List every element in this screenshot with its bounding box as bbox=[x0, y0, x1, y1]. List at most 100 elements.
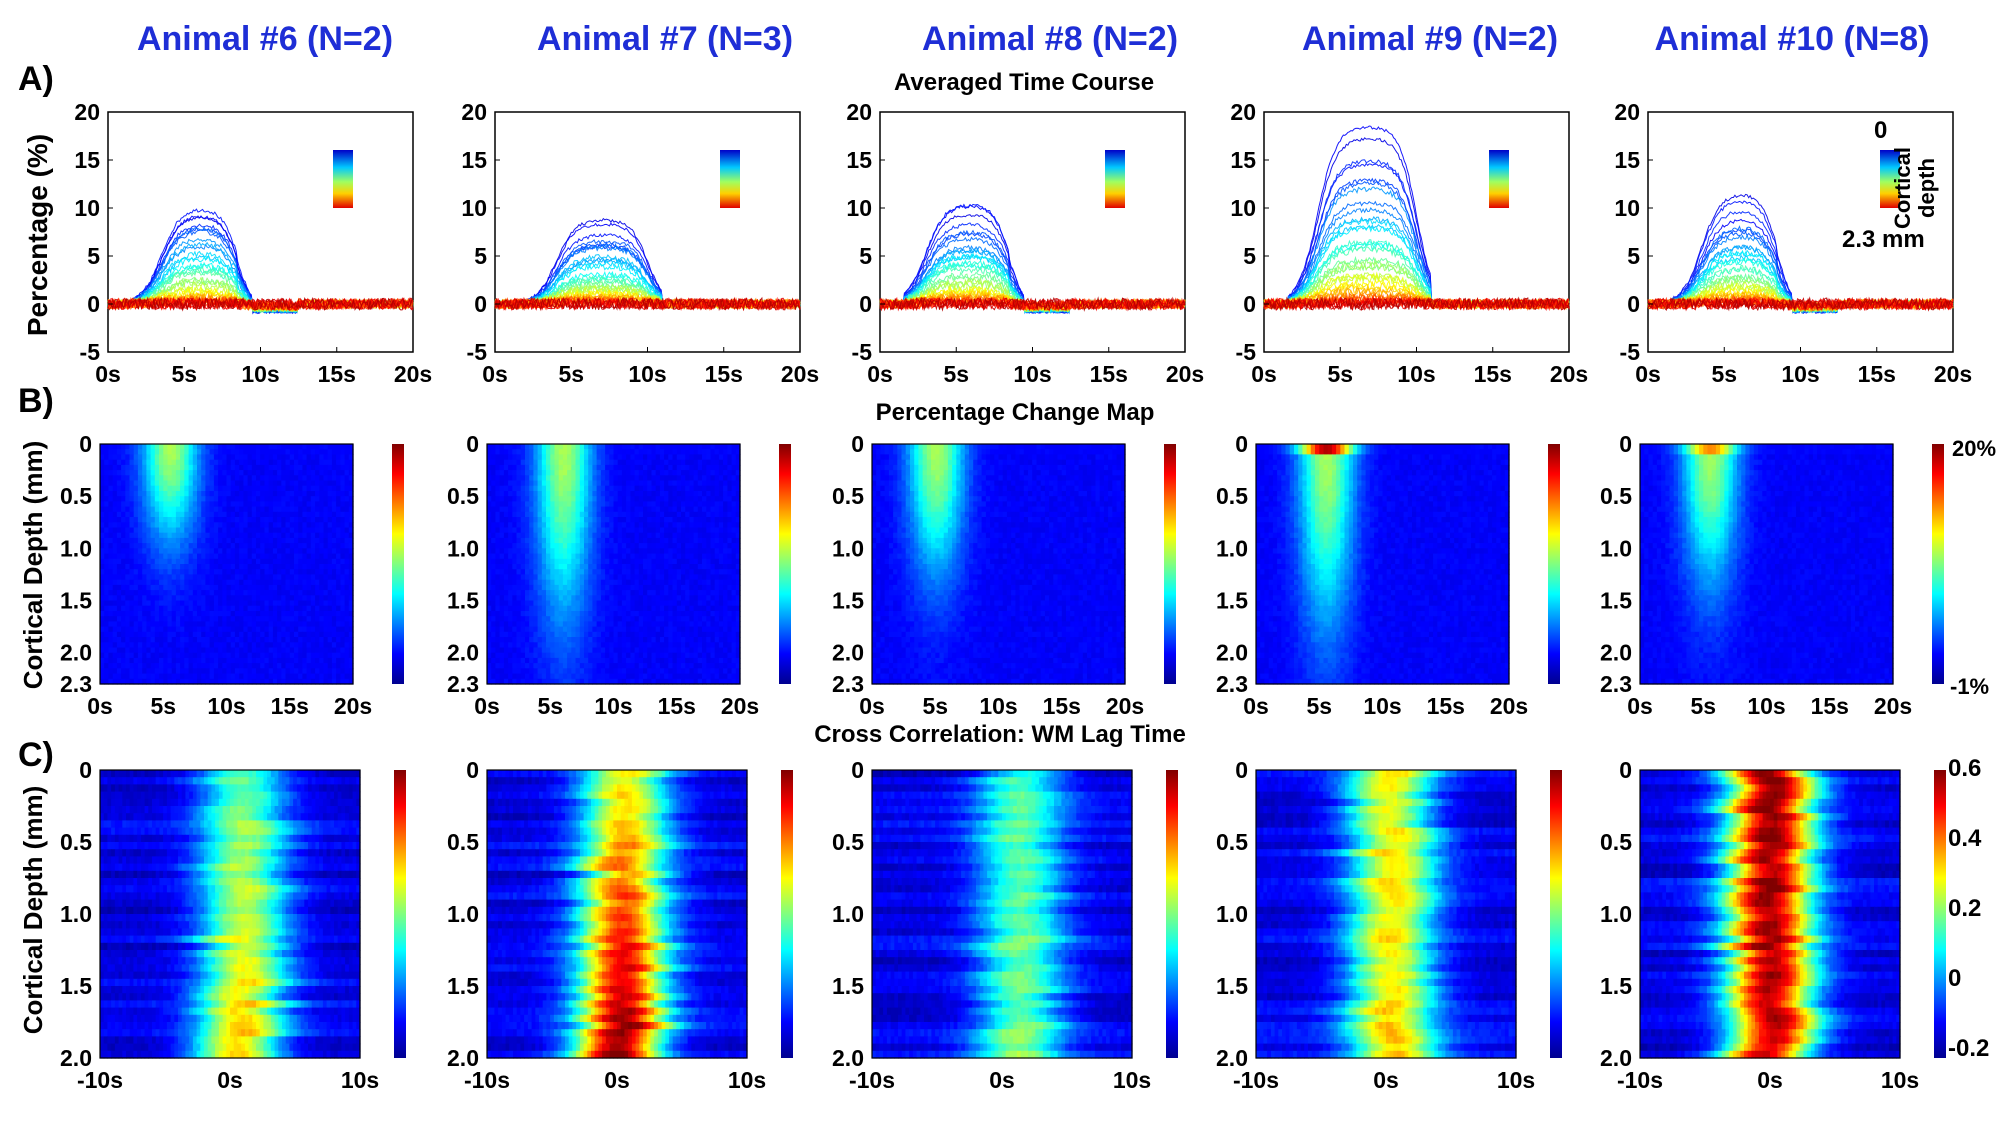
heatmap-cell bbox=[142, 657, 147, 664]
heatmap-cell bbox=[230, 548, 236, 555]
heatmap-cell bbox=[348, 464, 354, 471]
heatmap-cell bbox=[495, 532, 501, 539]
heatmap-cell bbox=[562, 600, 568, 607]
heatmap-cell bbox=[567, 569, 572, 575]
heatmap-cell bbox=[676, 553, 682, 560]
heatmap-cell bbox=[213, 590, 219, 596]
heatmap-cell bbox=[251, 574, 257, 581]
heatmap-cell bbox=[201, 663, 206, 669]
heatmap-cell bbox=[718, 464, 724, 471]
heatmap-cell bbox=[537, 532, 543, 539]
heatmap-cell bbox=[167, 663, 173, 669]
heatmap-cell bbox=[201, 454, 206, 461]
heatmap-cell bbox=[129, 663, 135, 669]
heatmap-cell bbox=[508, 553, 513, 560]
heatmap-cell bbox=[281, 564, 287, 570]
heatmap-cell bbox=[306, 631, 312, 638]
heatmap-cell bbox=[306, 600, 312, 607]
heatmap-cell bbox=[184, 569, 190, 575]
heatmap-cell bbox=[159, 553, 164, 560]
heatmap-cell bbox=[230, 631, 236, 638]
heatmap-cell bbox=[289, 537, 295, 544]
heatmap-cell bbox=[664, 506, 669, 513]
heatmap-cell bbox=[108, 491, 114, 497]
heatmap-cell bbox=[188, 637, 194, 643]
heatmap-cell bbox=[116, 590, 122, 596]
heatmap-cell bbox=[272, 579, 278, 586]
heatmap-cell bbox=[146, 678, 152, 685]
heatmap-cell bbox=[222, 637, 228, 643]
heatmap-cell bbox=[104, 663, 109, 669]
heatmap-cell bbox=[503, 491, 509, 497]
heatmap-cell bbox=[175, 506, 181, 513]
heatmap-cell bbox=[495, 496, 501, 502]
heatmap-cell bbox=[264, 621, 270, 628]
heatmap-cell bbox=[706, 543, 712, 549]
heatmap-cell bbox=[697, 496, 703, 502]
heatmap-cell bbox=[533, 600, 539, 607]
heatmap-cell bbox=[659, 574, 665, 581]
heatmap-cell bbox=[142, 496, 147, 502]
heatmap-cell bbox=[689, 595, 695, 602]
heatmap-cell bbox=[735, 564, 741, 570]
heatmap-cell bbox=[487, 605, 492, 612]
heatmap-cell bbox=[108, 626, 114, 633]
heatmap-cell bbox=[142, 464, 147, 471]
heatmap-cell bbox=[239, 595, 244, 602]
heatmap-cell bbox=[525, 605, 530, 612]
heatmap-cell bbox=[727, 444, 733, 450]
heatmap-cell bbox=[184, 464, 190, 471]
heatmap-cell bbox=[167, 517, 173, 523]
heatmap-cell bbox=[108, 444, 114, 450]
heatmap-cell bbox=[294, 548, 299, 555]
heatmap-cell bbox=[222, 470, 228, 476]
heatmap-cell bbox=[277, 454, 282, 461]
heatmap-cell bbox=[294, 470, 299, 476]
heatmap-cell bbox=[289, 454, 295, 461]
heatmap-cell bbox=[159, 496, 164, 502]
heatmap-cell bbox=[281, 678, 287, 685]
heatmap-cell bbox=[184, 553, 190, 560]
heatmap-cell bbox=[344, 527, 350, 534]
heatmap-cell bbox=[277, 501, 282, 508]
heatmap-cell bbox=[197, 480, 202, 487]
heatmap-cell bbox=[584, 590, 589, 596]
heatmap-cell bbox=[541, 595, 547, 602]
heatmap-cell bbox=[575, 480, 581, 487]
heatmap-cell bbox=[239, 668, 244, 675]
heatmap-cell bbox=[218, 584, 223, 591]
heatmap-cell bbox=[503, 511, 509, 518]
heatmap-cell bbox=[264, 480, 270, 487]
heatmap-cell bbox=[268, 543, 274, 549]
heatmap-cell bbox=[609, 506, 615, 513]
heatmap-cell bbox=[647, 564, 652, 570]
heatmap-cell bbox=[626, 459, 631, 466]
heatmap-cell bbox=[647, 590, 652, 596]
heatmap-cell bbox=[298, 444, 303, 450]
heatmap-cell bbox=[529, 553, 534, 560]
heatmap-cell bbox=[718, 496, 724, 502]
heatmap-cell bbox=[327, 605, 333, 612]
heatmap-cell bbox=[209, 611, 215, 617]
heatmap-cell bbox=[340, 663, 346, 669]
heatmap-cell bbox=[302, 626, 308, 633]
heatmap-cell bbox=[315, 605, 320, 612]
heatmap-cell bbox=[121, 464, 126, 471]
heatmap-cell bbox=[226, 631, 232, 638]
heatmap-cell bbox=[268, 584, 274, 591]
heatmap-cell bbox=[213, 501, 219, 508]
heatmap-cell bbox=[129, 595, 135, 602]
heatmap-cell bbox=[146, 631, 152, 638]
heatmap-cell bbox=[180, 668, 185, 675]
heatmap-cell bbox=[298, 532, 303, 539]
heatmap-cell bbox=[298, 511, 303, 518]
heatmap-cell bbox=[201, 637, 206, 643]
heatmap-cell bbox=[727, 579, 733, 586]
heatmap-cell bbox=[247, 475, 253, 482]
y-tick-label: 10 bbox=[1614, 195, 1640, 221]
heatmap-cell bbox=[133, 595, 139, 602]
heatmap-cell bbox=[108, 621, 114, 628]
heatmap-cell bbox=[487, 501, 492, 508]
heatmap-cell bbox=[256, 579, 261, 586]
heatmap-cell bbox=[315, 663, 320, 669]
